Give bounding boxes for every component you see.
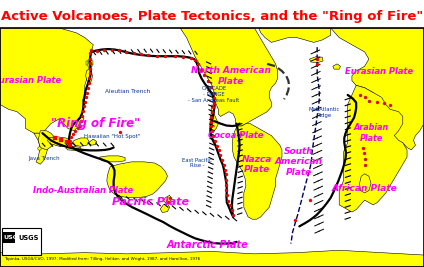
Polygon shape bbox=[66, 146, 81, 150]
Text: Topinka, USGS/CVO, 1997; Modified from: Tilling, Heliker, and Wright, 1987, and : Topinka, USGS/CVO, 1997; Modified from: … bbox=[4, 257, 201, 261]
Text: North American
Plate: North American Plate bbox=[191, 66, 271, 85]
Text: Arabian
Plate: Arabian Plate bbox=[353, 123, 389, 143]
Polygon shape bbox=[0, 250, 424, 267]
Polygon shape bbox=[333, 64, 340, 69]
Text: Pacific Plate: Pacific Plate bbox=[112, 198, 189, 207]
Text: Hawaiian "Hot Spot": Hawaiian "Hot Spot" bbox=[84, 134, 140, 139]
Text: African Plate: African Plate bbox=[332, 184, 398, 193]
Polygon shape bbox=[34, 133, 49, 164]
Polygon shape bbox=[38, 131, 55, 150]
Text: Active Volcanoes, Plate Tectonics, and the "Ring of Fire": Active Volcanoes, Plate Tectonics, and t… bbox=[1, 10, 423, 23]
Text: Java Trench: Java Trench bbox=[29, 156, 60, 161]
Text: Nazca
Plate: Nazca Plate bbox=[241, 155, 272, 174]
Polygon shape bbox=[0, 28, 93, 133]
Polygon shape bbox=[259, 28, 331, 42]
Text: Eurasian Plate: Eurasian Plate bbox=[0, 76, 61, 85]
Text: USGS: USGS bbox=[18, 235, 39, 241]
Text: South
American
Plate: South American Plate bbox=[275, 147, 323, 177]
Polygon shape bbox=[360, 174, 371, 193]
Text: USGS: USGS bbox=[4, 235, 23, 240]
Polygon shape bbox=[89, 139, 97, 145]
Polygon shape bbox=[47, 137, 72, 146]
Polygon shape bbox=[339, 85, 407, 212]
Text: Cocoa Plate: Cocoa Plate bbox=[208, 131, 263, 140]
Polygon shape bbox=[160, 204, 170, 213]
Text: Indo-Australian Plate: Indo-Australian Plate bbox=[33, 186, 133, 195]
Text: Aleutian Trench: Aleutian Trench bbox=[105, 89, 150, 94]
Bar bbox=[3, 232, 15, 243]
Polygon shape bbox=[107, 162, 167, 198]
Text: "Ring of Fire": "Ring of Fire" bbox=[51, 117, 140, 130]
Polygon shape bbox=[232, 124, 282, 219]
Polygon shape bbox=[78, 115, 84, 123]
Text: - San Andreas Fault: - San Andreas Fault bbox=[189, 99, 240, 103]
Polygon shape bbox=[210, 104, 218, 131]
Polygon shape bbox=[331, 28, 424, 150]
Bar bbox=[2, 227, 41, 255]
Text: Antarctic Plate: Antarctic Plate bbox=[167, 241, 248, 250]
Text: Eurasian Plate: Eurasian Plate bbox=[346, 66, 413, 76]
Polygon shape bbox=[180, 28, 278, 126]
Polygon shape bbox=[86, 69, 92, 83]
Polygon shape bbox=[310, 57, 323, 63]
Polygon shape bbox=[163, 195, 172, 202]
Polygon shape bbox=[100, 156, 125, 162]
Polygon shape bbox=[72, 138, 89, 146]
Text: East Pacific
Rise -: East Pacific Rise - bbox=[182, 158, 212, 168]
Text: CASCADE
- RANGE: CASCADE - RANGE bbox=[201, 86, 227, 97]
Text: Mid-Atlantic
Ridge: Mid-Atlantic Ridge bbox=[309, 108, 340, 118]
